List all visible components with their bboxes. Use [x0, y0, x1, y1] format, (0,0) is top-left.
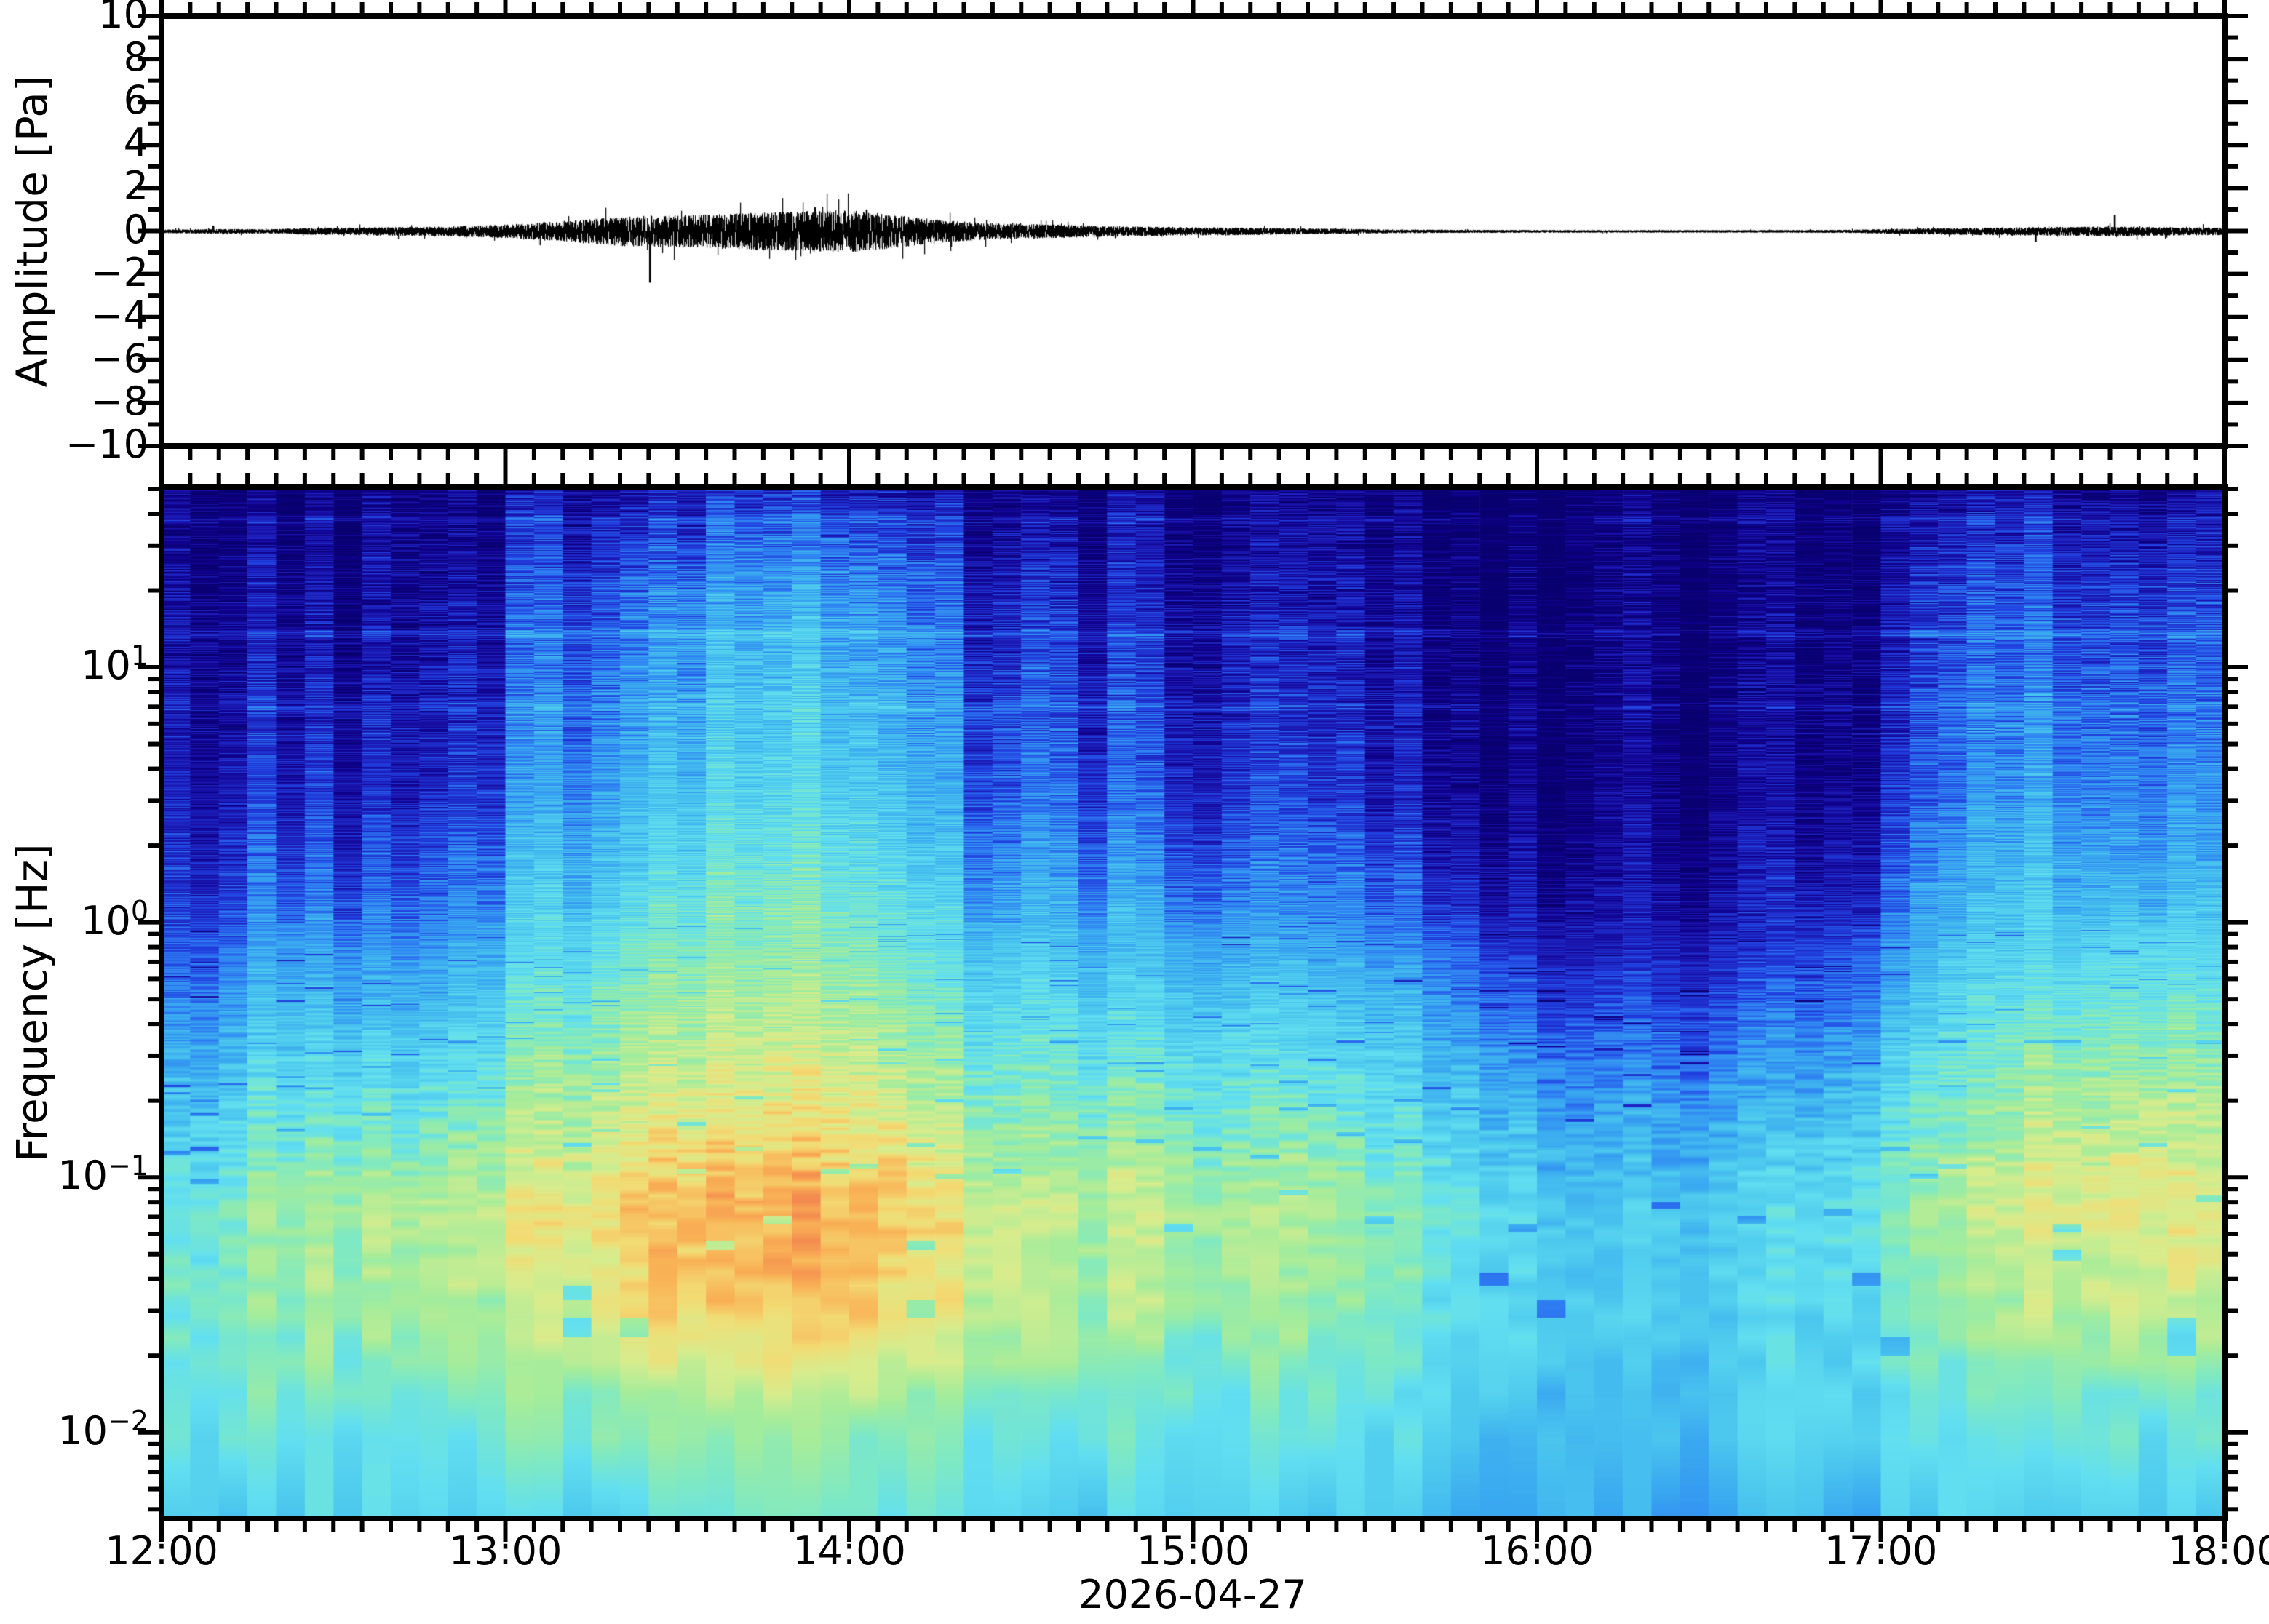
amplitude-tick-label: −4 — [90, 292, 148, 338]
time-tick-label: 18:00 — [2168, 1528, 2269, 1574]
frequency-tick-label: 101 — [81, 640, 148, 689]
frequency-tick-label: 10−1 — [57, 1150, 148, 1199]
amplitude-tick-label: 2 — [123, 163, 148, 210]
amplitude-tick-label: 10 — [98, 0, 148, 37]
frequency-axis-label: Frequency [Hz] — [7, 843, 57, 1162]
spectrogram-canvas — [162, 487, 2225, 1518]
amplitude-tick-label: 8 — [123, 34, 148, 81]
time-tick-label: 16:00 — [1480, 1528, 1594, 1574]
time-tick-label: 15:00 — [1136, 1528, 1250, 1574]
amplitude-tick-label: −10 — [65, 421, 148, 467]
amplitude-tick-label: 6 — [123, 77, 148, 124]
time-tick-label: 13:00 — [448, 1528, 563, 1574]
frequency-tick-label: 10−2 — [57, 1404, 148, 1454]
date-label: 2026-04-27 — [1078, 1572, 1307, 1617]
amplitude-tick-label: 0 — [123, 206, 148, 252]
amplitude-tick-label: −6 — [90, 335, 148, 381]
waveform-canvas — [162, 16, 2225, 446]
amplitude-tick-label: −8 — [90, 378, 148, 424]
amplitude-tick-label: −2 — [90, 249, 148, 295]
time-tick-label: 14:00 — [792, 1528, 906, 1574]
time-tick-label: 17:00 — [1824, 1528, 1938, 1574]
amplitude-tick-label: 4 — [123, 120, 148, 167]
frequency-tick-label: 100 — [81, 894, 148, 944]
time-tick-label: 12:00 — [105, 1528, 218, 1574]
